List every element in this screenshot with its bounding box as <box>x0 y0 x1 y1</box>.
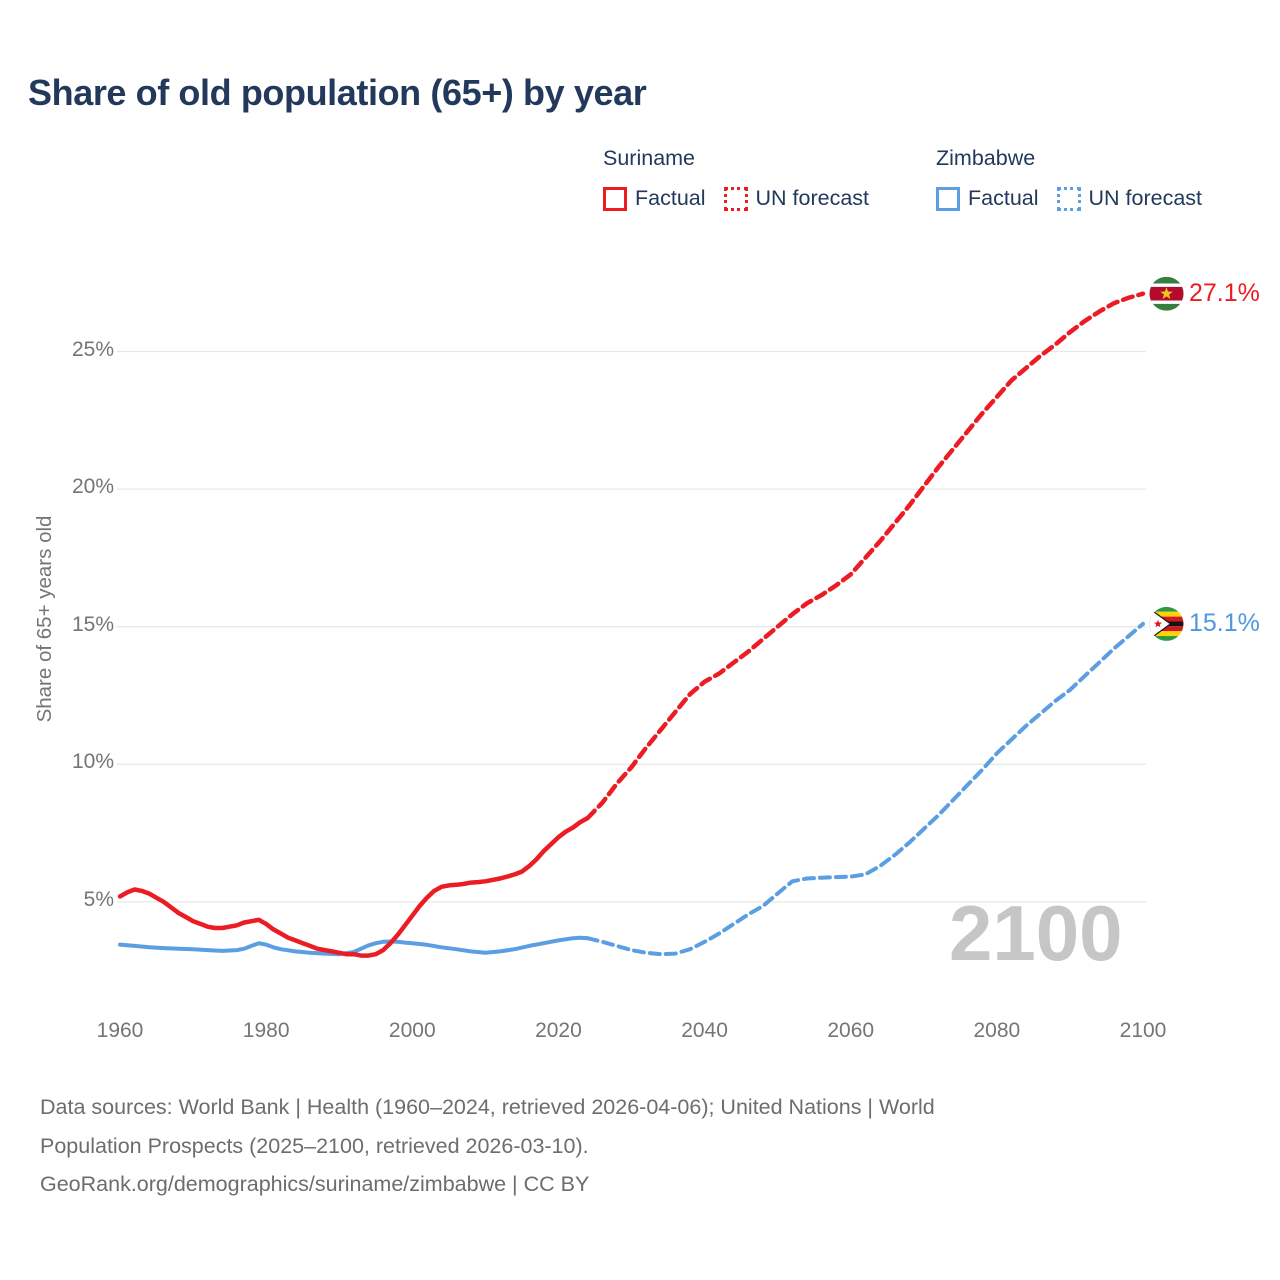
legend-item-zimbabwe-forecast[interactable]: UN forecast <box>1056 186 1203 211</box>
series-zimbabwe-factual <box>118 935 590 957</box>
legend-swatch-dotted-red <box>723 186 748 211</box>
legend-item-label: Factual <box>635 186 706 210</box>
series-zimbabwe-forecast <box>585 621 1145 957</box>
series-suriname-forecast <box>585 291 1146 821</box>
series-suriname-factual <box>117 815 590 958</box>
legend-item-suriname-factual[interactable]: Factual <box>603 186 706 211</box>
watermark-year: 2100 <box>949 889 1123 977</box>
legend-item-label: Factual <box>968 186 1039 210</box>
legend-item-label: UN forecast <box>1088 186 1203 210</box>
legend-item-zimbabwe-factual[interactable]: Factual <box>936 186 1039 211</box>
footer-line-sources-2: Population Prospects (2025–2100, retriev… <box>40 1133 589 1158</box>
legend-swatch-dotted-blue <box>1056 186 1081 211</box>
legend-group-zimbabwe: Zimbabwe Factual UN forecast <box>936 146 1202 211</box>
zimbabwe-flag-icon <box>1149 606 1184 641</box>
legend-swatch-solid-blue <box>936 186 960 211</box>
suriname-flag-icon <box>1149 276 1184 311</box>
legend-group-title-suriname: Suriname <box>603 146 696 170</box>
legend-group-title-zimbabwe: Zimbabwe <box>936 146 1036 170</box>
legend-group-suriname: Suriname Factual UN forecast <box>603 146 869 211</box>
legend-swatch-solid-red <box>603 186 627 211</box>
legend-item-suriname-forecast[interactable]: UN forecast <box>723 186 870 211</box>
footer-line-attribution: GeoRank.org/demographics/suriname/zimbab… <box>40 1172 590 1196</box>
page-title: Share of old population (65+) by year <box>28 72 647 113</box>
end-label-suriname: 27.1% <box>1189 278 1260 307</box>
footer: Data sources: World Bank | Health (1960–… <box>40 1088 1160 1204</box>
legend-item-label: UN forecast <box>755 186 870 210</box>
end-label-zimbabwe: 15.1% <box>1189 608 1260 637</box>
footer-line-sources: Data sources: World Bank | Health (1960–… <box>40 1095 935 1119</box>
